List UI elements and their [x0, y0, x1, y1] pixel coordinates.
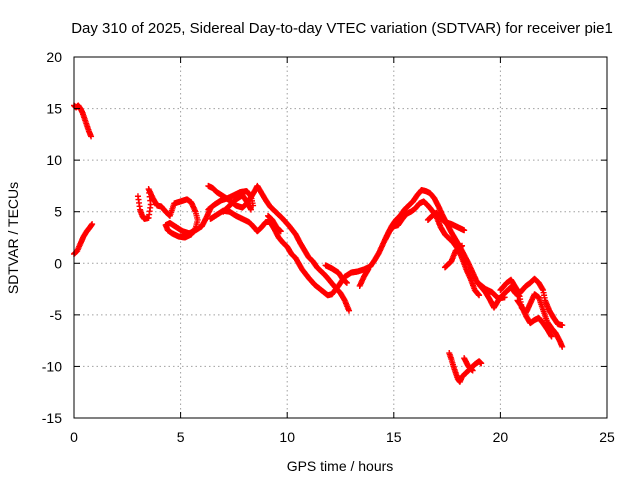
plot-area — [73, 56, 608, 419]
data-point — [476, 292, 483, 299]
data-point — [559, 343, 566, 350]
data-segment — [220, 192, 254, 215]
data-point — [469, 367, 476, 374]
data-point — [501, 294, 508, 301]
data-segment — [382, 198, 483, 299]
data-segment — [207, 187, 566, 350]
y-tick-label: 15 — [46, 101, 62, 117]
data-point — [277, 228, 284, 235]
y-tick-label: -15 — [42, 410, 62, 426]
y-tick-label: 20 — [46, 49, 62, 65]
data-segment — [424, 209, 468, 234]
data-point — [478, 360, 485, 367]
data-point — [247, 206, 254, 213]
axis-ticks: 0 5 10 15 20 25 -15 -10 -5 0 5 10 15 20 — [42, 49, 615, 445]
data-segment — [71, 221, 96, 258]
data-point — [459, 242, 466, 249]
data-point — [461, 227, 468, 234]
x-tick-label: 10 — [279, 429, 295, 445]
y-tick-label: 10 — [46, 152, 62, 168]
data-point — [346, 307, 353, 314]
data-segment — [322, 262, 350, 286]
y-tick-label: 0 — [54, 255, 62, 271]
data-point — [548, 333, 555, 340]
data-segment — [476, 280, 508, 302]
data-segment — [446, 350, 485, 385]
y-tick-label: 5 — [54, 204, 62, 220]
data-point — [343, 279, 350, 286]
data-segment — [461, 355, 476, 374]
x-tick-label: 25 — [599, 429, 615, 445]
x-tick-label: 20 — [493, 429, 509, 445]
chart-title: Day 310 of 2025, Sidereal Day-to-day VTE… — [71, 20, 613, 37]
y-axis-label: SDTVAR / TECUs — [5, 182, 21, 294]
x-tick-label: 0 — [70, 429, 78, 445]
data-segment — [441, 242, 466, 271]
y-tick-label: -10 — [42, 358, 62, 374]
x-tick-label: 5 — [177, 429, 185, 445]
data-point — [365, 266, 372, 273]
data-point — [89, 221, 96, 228]
data-segment — [205, 188, 257, 213]
x-axis-label: GPS time / hours — [287, 458, 394, 474]
grid — [74, 57, 607, 418]
data-point — [88, 133, 95, 140]
data-segment — [356, 266, 372, 289]
data-segment — [134, 186, 214, 241]
y-tick-label: -5 — [50, 307, 63, 323]
data-segment — [497, 275, 566, 329]
data-points — [71, 102, 566, 385]
data-point — [559, 322, 566, 329]
x-tick-label: 15 — [386, 429, 402, 445]
data-segment — [514, 297, 555, 340]
data-segment — [265, 212, 284, 235]
